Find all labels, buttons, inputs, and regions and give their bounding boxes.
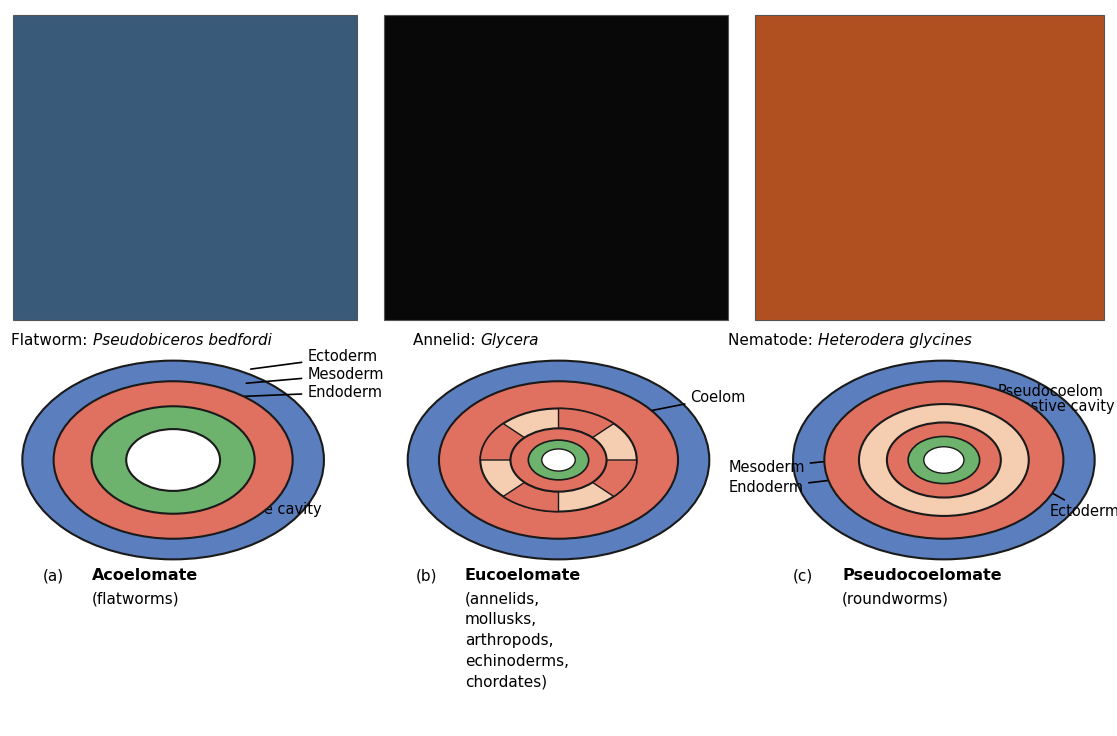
Circle shape xyxy=(528,440,589,480)
Text: Heterodera glycines: Heterodera glycines xyxy=(818,333,972,347)
Text: Eucoelomate: Eucoelomate xyxy=(465,568,581,583)
Circle shape xyxy=(793,361,1095,559)
Text: echinoderms,: echinoderms, xyxy=(465,654,569,668)
Circle shape xyxy=(824,381,1063,539)
Circle shape xyxy=(908,436,980,484)
Text: Pseudocoelom: Pseudocoelom xyxy=(976,384,1104,404)
Circle shape xyxy=(439,381,678,539)
Circle shape xyxy=(542,449,575,471)
Text: (c): (c) xyxy=(793,568,813,583)
Text: Mesoderm: Mesoderm xyxy=(246,367,383,383)
Text: (annelids,: (annelids, xyxy=(465,592,540,606)
Text: Mesoderm: Mesoderm xyxy=(728,454,898,475)
Text: Endoderm: Endoderm xyxy=(237,385,382,400)
Text: Flatworm:: Flatworm: xyxy=(11,333,93,347)
Circle shape xyxy=(924,447,964,473)
Text: chordates): chordates) xyxy=(465,674,547,689)
Text: (flatworms): (flatworms) xyxy=(92,592,179,606)
Circle shape xyxy=(92,406,255,514)
Text: Digestive cavity: Digestive cavity xyxy=(965,399,1115,416)
Text: mollusks,: mollusks, xyxy=(465,612,537,627)
Circle shape xyxy=(510,428,607,492)
Text: Nematode:: Nematode: xyxy=(728,333,818,347)
Circle shape xyxy=(408,361,709,559)
Circle shape xyxy=(22,361,324,559)
Wedge shape xyxy=(504,482,558,512)
Circle shape xyxy=(54,381,293,539)
Text: Ectoderm: Ectoderm xyxy=(1047,490,1117,519)
Text: Annelid:: Annelid: xyxy=(413,333,480,347)
Text: (a): (a) xyxy=(42,568,64,583)
Bar xyxy=(755,15,1104,320)
Text: Digestive cavity: Digestive cavity xyxy=(179,461,322,517)
Text: (roundworms): (roundworms) xyxy=(842,592,949,606)
Circle shape xyxy=(859,404,1029,516)
Circle shape xyxy=(480,408,637,512)
Text: arthropods,: arthropods, xyxy=(465,633,553,648)
Text: Endoderm: Endoderm xyxy=(728,471,905,495)
Bar xyxy=(384,15,728,320)
Text: Ectoderm: Ectoderm xyxy=(250,350,378,369)
Text: Glycera: Glycera xyxy=(480,333,538,347)
Bar xyxy=(13,15,357,320)
Text: Acoelomate: Acoelomate xyxy=(92,568,198,583)
Circle shape xyxy=(887,422,1001,498)
Text: Coelom: Coelom xyxy=(634,390,746,414)
Wedge shape xyxy=(592,460,637,496)
Text: Pseudobiceros bedfordi: Pseudobiceros bedfordi xyxy=(93,333,271,347)
Text: (b): (b) xyxy=(416,568,437,583)
Text: Pseudocoelomate: Pseudocoelomate xyxy=(842,568,1002,583)
Circle shape xyxy=(126,429,220,491)
Wedge shape xyxy=(558,408,613,438)
Wedge shape xyxy=(480,424,525,460)
